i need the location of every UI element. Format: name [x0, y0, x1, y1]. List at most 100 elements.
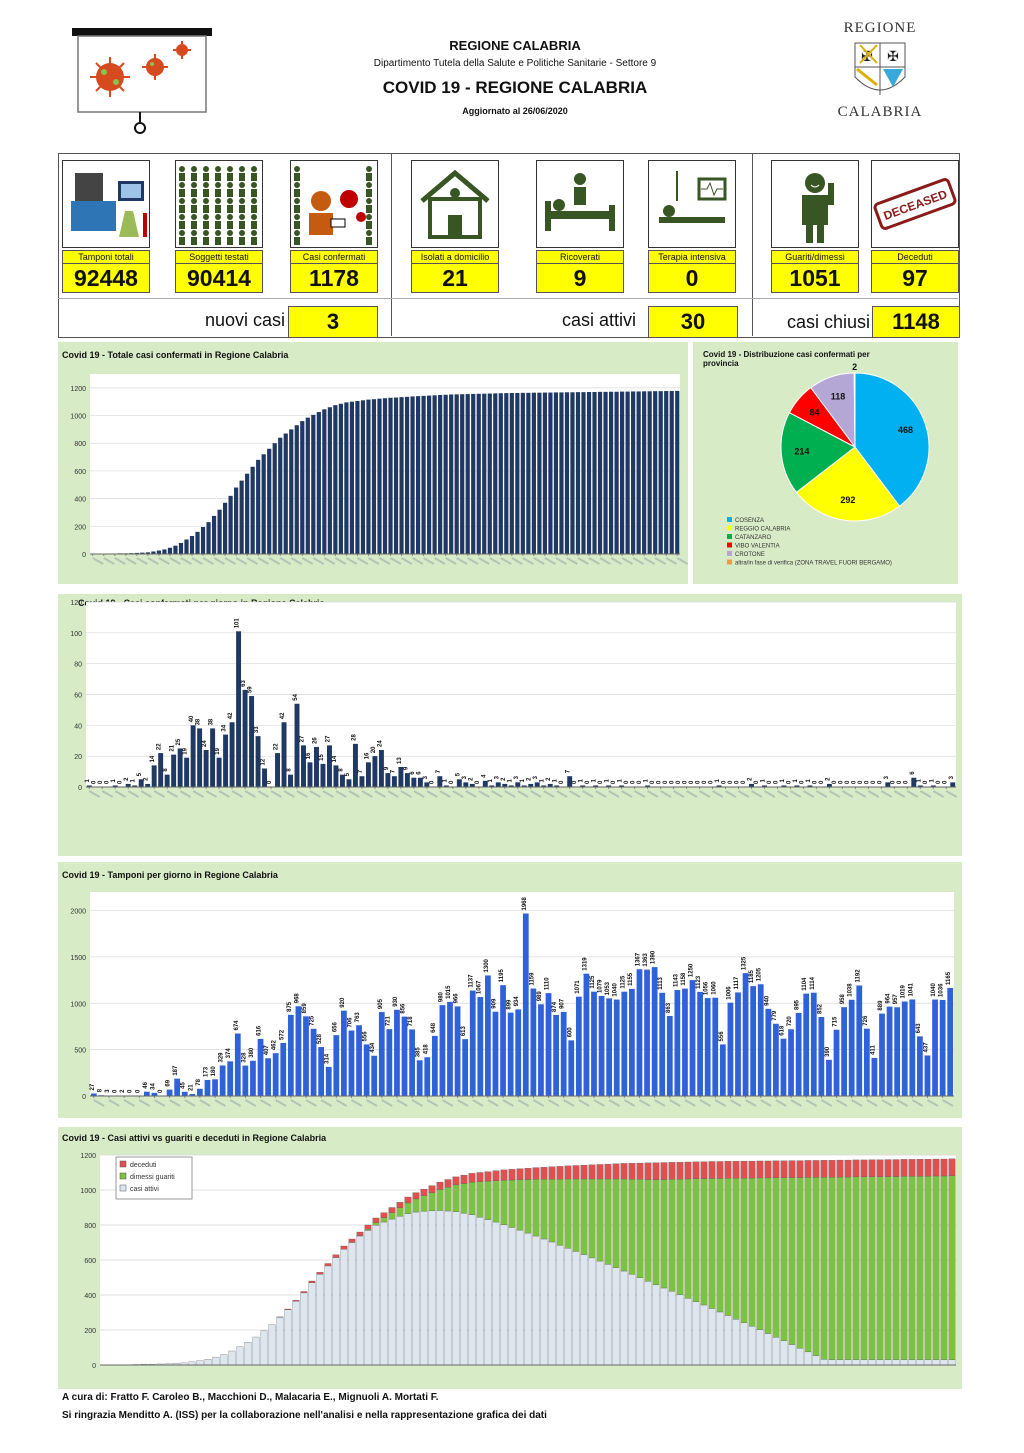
data-label: 1015 — [446, 985, 452, 999]
x-tick-label — [643, 557, 656, 565]
bar — [301, 745, 306, 787]
bar — [463, 782, 469, 787]
data-label: 22 — [274, 743, 280, 750]
stacked-bar-segment — [276, 1317, 284, 1366]
stacked-bar-segment — [516, 1179, 524, 1231]
kpi-label: Deceduti — [871, 250, 959, 264]
bar — [504, 393, 509, 554]
bar — [410, 396, 415, 554]
kpi-divider — [391, 153, 392, 336]
bar — [140, 552, 145, 554]
data-label: 3 — [494, 775, 500, 779]
x-tick-label — [478, 557, 490, 565]
bar — [151, 551, 156, 554]
data-label: 0 — [728, 780, 734, 784]
bar — [788, 1029, 794, 1096]
data-label: 418 — [423, 1044, 429, 1055]
x-tick-label — [851, 1099, 863, 1107]
data-label: 1390 — [651, 950, 657, 964]
bar — [250, 466, 255, 554]
bar — [606, 998, 613, 1096]
stacked-bar-segment — [732, 1161, 740, 1179]
stacked-bar-segment — [484, 1171, 492, 1182]
data-label: 1300 — [484, 958, 490, 972]
data-label: 0 — [572, 780, 578, 784]
data-label: 940 — [764, 995, 770, 1006]
legend-swatch — [727, 559, 732, 565]
bar — [749, 783, 754, 787]
bar — [322, 409, 327, 554]
bar — [818, 1016, 825, 1096]
x-tick-label — [533, 557, 545, 565]
data-label: 22 — [157, 743, 163, 750]
stacked-bar-segment — [332, 1254, 340, 1258]
data-label: 2 — [825, 777, 831, 781]
data-label: 1125 — [590, 975, 596, 989]
bar — [360, 400, 366, 554]
x-tick-label — [426, 1099, 439, 1107]
bar — [316, 412, 321, 554]
data-label: 40 — [189, 715, 195, 722]
stacked-bar-segment — [524, 1179, 532, 1234]
data-label: 3 — [949, 775, 955, 779]
data-label: 0 — [113, 1089, 119, 1093]
bar — [502, 783, 508, 787]
stacked-bar-segment — [660, 1287, 668, 1366]
x-tick-label — [323, 557, 336, 565]
data-label: 1110 — [545, 977, 551, 990]
x-tick-label — [441, 1099, 454, 1107]
bar — [112, 785, 118, 787]
bar — [90, 1093, 97, 1096]
x-tick-label — [231, 790, 243, 798]
data-label: 54 — [293, 693, 299, 700]
bar — [848, 999, 855, 1096]
y-tick-label: 20 — [74, 754, 82, 761]
data-label: 1113 — [658, 976, 664, 989]
bar — [515, 392, 520, 554]
stacked-bar-segment — [700, 1178, 708, 1306]
stacked-bar-segment — [444, 1187, 452, 1212]
stacked-bar-segment — [948, 1359, 956, 1366]
x-tick-label — [279, 557, 292, 565]
bar — [613, 999, 620, 1096]
data-label: 1123 — [696, 975, 702, 989]
bar — [564, 392, 570, 554]
x-tick-label — [467, 557, 479, 565]
x-tick-label — [387, 790, 399, 798]
data-label: 1363 — [643, 953, 649, 967]
data-label: 0 — [877, 780, 883, 784]
x-tick-label — [199, 1099, 211, 1107]
svg-text:✠: ✠ — [887, 48, 899, 64]
bar — [531, 392, 536, 554]
data-label: 7 — [436, 769, 442, 773]
stacked-bar-segment — [508, 1227, 516, 1366]
data-label: 19 — [215, 747, 221, 754]
bar — [424, 782, 430, 787]
y-tick-label: 0 — [82, 1094, 86, 1101]
stacked-bar-segment — [916, 1176, 924, 1360]
stacked-bar-segment — [908, 1176, 916, 1360]
x-tick-label — [180, 557, 192, 565]
chart-title: Covid 19 - Totale casi confermati in Reg… — [62, 350, 289, 360]
stacked-bar-segment — [748, 1177, 756, 1327]
x-tick-label — [684, 1099, 696, 1107]
data-label: 59 — [248, 686, 254, 693]
data-label: 1195 — [499, 969, 505, 983]
stacked-bar-segment — [948, 1175, 956, 1360]
stacked-bar-segment — [700, 1304, 708, 1366]
bar — [145, 783, 151, 787]
stacked-bar-segment — [612, 1267, 620, 1366]
stacked-bar-segment — [804, 1351, 812, 1366]
data-label: 46 — [143, 1081, 149, 1088]
data-label: 1192 — [855, 969, 861, 983]
x-tick-label — [945, 790, 958, 798]
x-tick-label — [556, 790, 568, 798]
slice-value-label: 118 — [831, 392, 846, 402]
closed-cases-value: 1148 — [872, 306, 960, 338]
bar — [575, 996, 582, 1096]
bar — [621, 991, 628, 1096]
x-tick-label — [350, 1099, 363, 1107]
stacked-bar-segment — [908, 1359, 916, 1366]
bar — [184, 539, 189, 554]
stacked-bar-segment — [252, 1336, 260, 1366]
